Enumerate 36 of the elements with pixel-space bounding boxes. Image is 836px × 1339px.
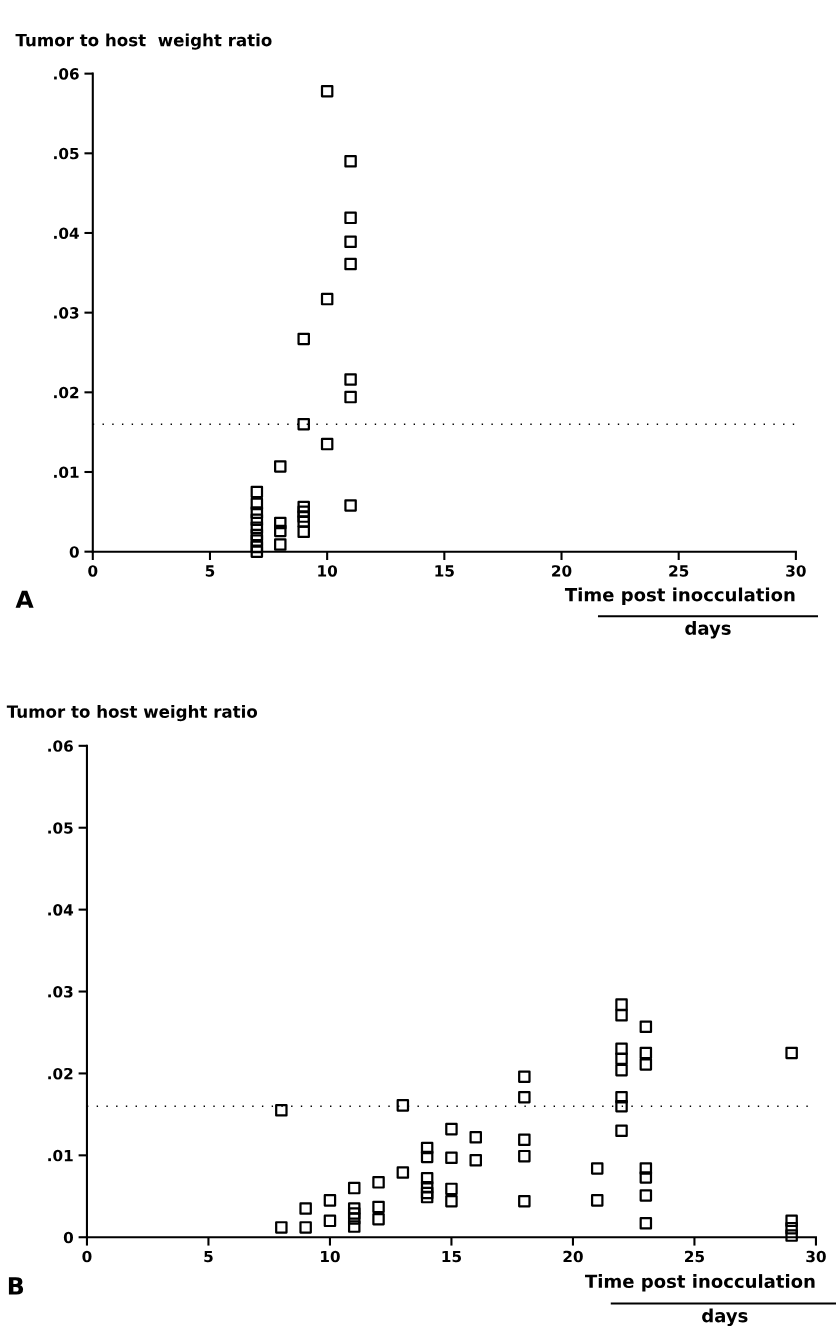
x-tick-label: 10 [321,1250,340,1263]
y-tick-label: 0 [63,1231,74,1244]
x-axis-title: Time post inocculation [585,1274,815,1292]
x-tick-label: 25 [685,1250,704,1263]
y-tick-label: .05 [48,822,73,834]
x-tick-label: 20 [552,565,572,577]
text: days [685,620,731,639]
x-tick-label: 20 [563,1250,583,1263]
y-tick-label: .02 [54,386,79,399]
x-tick-label: 15 [442,1250,461,1263]
x-axis-title: Time post inocculation [564,587,795,605]
y-tick-label: .03 [54,307,79,319]
y-axis-title: Tumor to host weight ratio [15,33,272,50]
x-tick-label: 0 [88,565,98,577]
x-tick-label: 15 [435,565,454,577]
y-tick-label: 0 [69,546,79,558]
y-tick-label: .06 [54,68,79,80]
y-tick-label: .06 [48,740,73,752]
y-tick-label: .05 [54,147,79,160]
text: A [15,590,34,608]
text: days [702,1308,748,1327]
y-tick-label: .04 [54,227,79,240]
x-tick-label: 5 [204,1250,213,1263]
y-tick-label: .04 [48,904,74,916]
y-tick-label: .01 [54,466,79,479]
y-axis-title: Tumor to host weight ratio [6,704,258,722]
x-tick-label: 5 [205,565,215,577]
x-tick-label: 30 [806,1250,826,1263]
x-tick-label: 0 [82,1250,92,1263]
text: B [8,1277,24,1295]
x-tick-label: 30 [786,565,806,577]
x-tick-label: 10 [318,565,338,577]
y-tick-label: .02 [48,1067,73,1080]
x-tick-label: 25 [669,565,689,577]
y-tick-label: .03 [48,985,73,998]
y-tick-label: .01 [48,1149,73,1162]
